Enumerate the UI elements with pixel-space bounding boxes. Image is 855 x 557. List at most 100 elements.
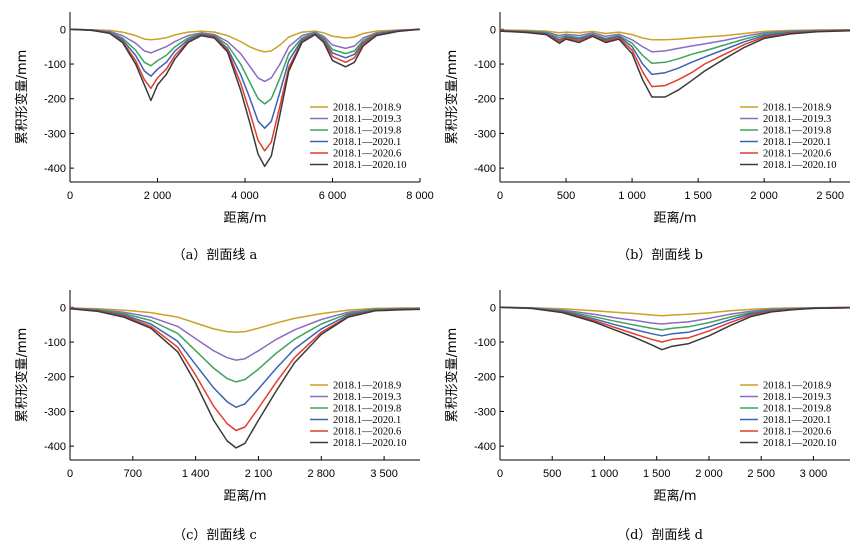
y-tick-label: -100 xyxy=(44,337,66,349)
y-tick-label: -400 xyxy=(44,441,66,453)
legend-label: 2018.1—2020.10 xyxy=(763,160,837,171)
x-tick-label: 2 000 xyxy=(695,468,723,480)
x-tick-label: 2 500 xyxy=(747,468,775,480)
legend-label: 2018.1—2018.9 xyxy=(333,103,401,114)
legend-label: 2018.1—2019.3 xyxy=(333,114,401,125)
series-line-1 xyxy=(69,28,421,53)
x-tick-label: 1 000 xyxy=(618,190,646,202)
series-line-5 xyxy=(499,29,851,88)
series-line-1 xyxy=(69,307,420,334)
legend-label: 2018.1—2019.8 xyxy=(333,404,401,415)
series-line-3 xyxy=(499,29,851,65)
legend-label: 2018.1—2019.3 xyxy=(763,114,831,125)
chart-panel-d: 0 -100 -200 -300 -400 0 500 1 000 1 500 2 000 2 50… xyxy=(444,290,851,543)
series-line-1 xyxy=(499,28,851,41)
y-tick-label: -100 xyxy=(44,59,66,71)
legend-label: 2018.1—2019.8 xyxy=(763,404,831,415)
series-line-3 xyxy=(69,28,421,105)
series-line-6 xyxy=(69,28,421,168)
legend: 2018.1—2018.92018.1—2019.32018.1—2019.82… xyxy=(310,103,407,171)
legend-label: 2018.1—2020.1 xyxy=(333,415,401,426)
y-tick-label: -300 xyxy=(474,128,496,140)
x-tick-label: 4 000 xyxy=(231,190,259,202)
series-line-2 xyxy=(69,28,421,83)
x-axis-title: 距离/m xyxy=(653,488,696,504)
legend-label: 2018.1—2020.10 xyxy=(333,438,407,449)
chart-panel-c: 0 -100 -200 -300 -400 0 700 1 400 2 100 2 800 3 50… xyxy=(14,290,421,543)
x-axis-title: 距离/m xyxy=(223,488,266,504)
legend-label: 2018.1—2020.10 xyxy=(763,438,837,449)
y-axis-title: 累积形变量/mm xyxy=(444,328,460,423)
y-tick-label: -200 xyxy=(44,94,66,106)
series-line-3 xyxy=(69,307,421,383)
y-tick-label: -300 xyxy=(44,128,66,140)
legend-label: 2018.1—2020.6 xyxy=(763,149,831,160)
legend-label: 2018.1—2020.1 xyxy=(763,137,831,148)
series-line-4 xyxy=(69,28,421,129)
y-tick-label: -100 xyxy=(474,59,496,71)
x-tick-label: 500 xyxy=(543,468,561,480)
y-tick-label: -200 xyxy=(44,372,66,384)
legend: 2018.1—2018.92018.1—2019.32018.1—2019.82… xyxy=(310,381,407,449)
y-axis-title: 累积形变量/mm xyxy=(444,50,460,145)
legend-label: 2018.1—2020.10 xyxy=(333,160,407,171)
x-tick-label: 2 000 xyxy=(144,190,172,202)
x-tick-label: 1 000 xyxy=(591,468,619,480)
legend-label: 2018.1—2020.6 xyxy=(333,427,401,438)
legend-label: 2018.1—2020.6 xyxy=(333,149,401,160)
x-tick-label: 1 500 xyxy=(643,468,671,480)
series-line-6 xyxy=(499,306,851,351)
series-line-6 xyxy=(69,307,421,449)
chart-panel-a: 0 -100 -200 -300 -400 0 2 000 4 000 6 000 8 000 距离… xyxy=(14,12,434,263)
x-tick-label: 8 000 xyxy=(406,190,434,202)
x-tick-label: 0 xyxy=(497,190,503,202)
y-tick-label: 0 xyxy=(60,24,66,36)
series-line-4 xyxy=(69,307,421,409)
series-line-4 xyxy=(499,29,851,76)
y-tick-label: 0 xyxy=(490,24,496,36)
x-tick-label: 0 xyxy=(67,190,73,202)
legend-label: 2018.1—2020.1 xyxy=(333,137,401,148)
y-axis-title: 累积形变量/mm xyxy=(14,328,30,423)
x-tick-label: 0 xyxy=(497,468,503,480)
y-tick-label: -300 xyxy=(474,406,496,418)
y-tick-label: -400 xyxy=(474,441,496,453)
x-tick-label: 3 500 xyxy=(370,468,398,480)
legend-label: 2018.1—2019.3 xyxy=(333,392,401,403)
y-tick-label: 0 xyxy=(60,302,66,314)
legend-label: 2018.1—2020.6 xyxy=(763,427,831,438)
panel-caption: （a）剖面线 a xyxy=(173,248,258,263)
legend-label: 2018.1—2018.9 xyxy=(333,381,401,392)
y-tick-label: -400 xyxy=(474,163,496,175)
x-axis-title: 距离/m xyxy=(223,210,266,226)
series-line-6 xyxy=(499,29,851,98)
x-tick-label: 3 000 xyxy=(800,468,828,480)
chart-panel-b: 0 -100 -200 -300 -400 0 500 1 000 1 500 2 000 2 50… xyxy=(444,12,851,263)
panel-caption: （c）剖面线 c xyxy=(173,528,257,543)
series-line-2 xyxy=(499,29,851,53)
series-line-2 xyxy=(69,307,420,361)
x-tick-label: 500 xyxy=(557,190,575,202)
legend-label: 2018.1—2019.8 xyxy=(763,126,831,137)
panel-caption: （d）剖面线 d xyxy=(617,528,703,543)
x-tick-label: 700 xyxy=(124,468,142,480)
legend-label: 2018.1—2018.9 xyxy=(763,381,831,392)
y-tick-label: -200 xyxy=(474,94,496,106)
panel-caption: （b）剖面线 b xyxy=(617,248,703,263)
x-tick-label: 2 800 xyxy=(308,468,336,480)
y-axis-title: 累积形变量/mm xyxy=(14,50,30,145)
x-tick-label: 2 100 xyxy=(245,468,273,480)
y-tick-label: -300 xyxy=(44,406,66,418)
x-axis-title: 距离/m xyxy=(653,210,696,226)
y-tick-label: 0 xyxy=(490,302,496,314)
legend: 2018.1—2018.92018.1—2019.32018.1—2019.82… xyxy=(740,103,837,171)
y-tick-label: -200 xyxy=(474,372,496,384)
legend-label: 2018.1—2019.8 xyxy=(333,126,401,137)
x-tick-label: 2 500 xyxy=(816,190,844,202)
legend-label: 2018.1—2019.3 xyxy=(763,392,831,403)
x-tick-label: 1 500 xyxy=(684,190,712,202)
legend-label: 2018.1—2018.9 xyxy=(763,103,831,114)
x-tick-label: 6 000 xyxy=(319,190,347,202)
